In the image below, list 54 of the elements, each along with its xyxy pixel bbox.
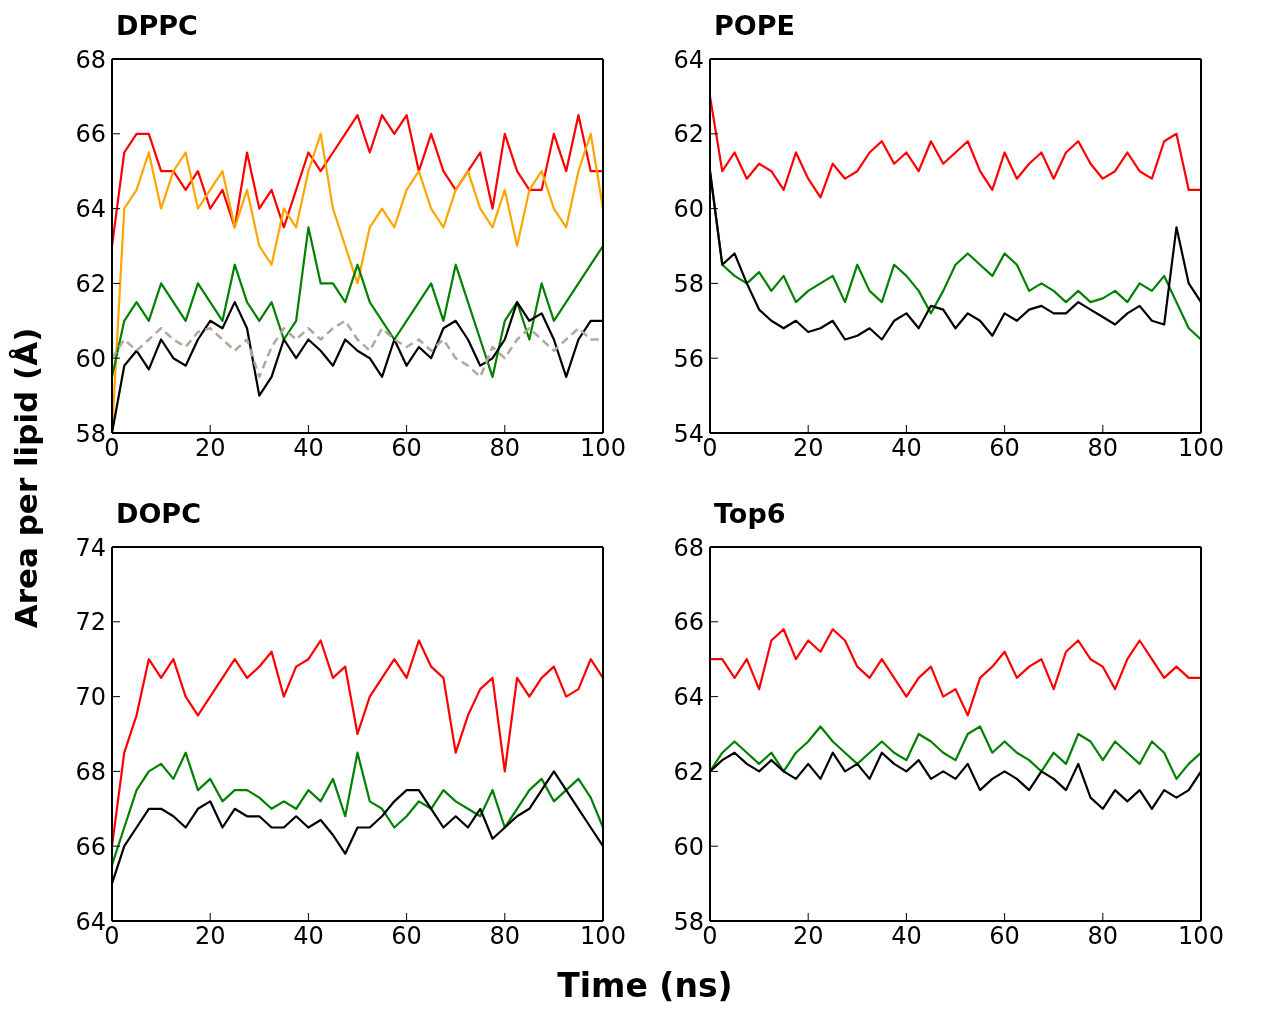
y-tick-label: 58 (673, 907, 704, 936)
y-tick-label: 56 (673, 344, 704, 373)
y-tick-label: 68 (75, 45, 106, 74)
x-tick-label: 40 (891, 434, 922, 463)
y-tick-label: 66 (75, 120, 106, 149)
y-tick-label: 64 (673, 683, 704, 712)
x-tick-label: 20 (194, 922, 226, 951)
x-tick-label: 20 (792, 434, 824, 463)
x-tick-label: 100 (1178, 922, 1224, 951)
y-tick-label: 68 (75, 757, 106, 786)
x-tick-label: 0 (104, 922, 120, 951)
chart-title: DPPC (116, 10, 198, 41)
x-tick-label: 100 (1178, 434, 1224, 463)
y-tick-label: 66 (75, 832, 106, 861)
chart-title: DOPC (116, 498, 201, 529)
y-tick-label: 64 (673, 45, 704, 74)
y-tick-label: 58 (75, 419, 106, 448)
y-tick-label: 60 (673, 832, 704, 861)
y-tick-label: 60 (673, 195, 704, 224)
x-tick-label: 0 (702, 434, 718, 463)
y-tick-label: 54 (673, 419, 704, 448)
chart-title: POPE (714, 10, 795, 41)
x-tick-label: 80 (489, 434, 521, 463)
y-tick-label: 58 (673, 269, 704, 298)
x-tick-label: 20 (194, 434, 226, 463)
x-tick-label: 80 (1087, 922, 1119, 951)
x-tick-label: 60 (391, 922, 422, 951)
y-tick-label: 64 (75, 907, 106, 936)
x-tick-label: 40 (293, 434, 324, 463)
y-tick-label: 74 (75, 533, 106, 562)
y-tick-label: 64 (75, 195, 106, 224)
x-tick-label: 0 (104, 434, 120, 463)
x-tick-label: 80 (489, 922, 521, 951)
chart-title: Top6 (714, 498, 786, 529)
y-tick-label: 72 (75, 608, 106, 637)
y-tick-label: 70 (75, 683, 106, 712)
x-axis-title: Time (ns) (556, 966, 734, 1005)
y-tick-label: 62 (673, 120, 704, 149)
y-axis-title: Area per lipid (Å) (8, 327, 44, 629)
x-tick-label: 40 (891, 922, 922, 951)
x-tick-label: 80 (1087, 434, 1119, 463)
y-tick-label: 60 (75, 344, 106, 373)
x-tick-label: 60 (391, 434, 422, 463)
x-tick-label: 0 (702, 922, 718, 951)
x-tick-label: 40 (293, 922, 324, 951)
y-tick-label: 66 (673, 608, 704, 637)
y-tick-label: 68 (673, 533, 704, 562)
x-tick-label: 60 (989, 922, 1020, 951)
x-tick-label: 100 (580, 922, 626, 951)
y-tick-label: 62 (75, 269, 106, 298)
x-tick-label: 20 (792, 922, 824, 951)
x-tick-label: 100 (580, 434, 626, 463)
y-tick-label: 62 (673, 757, 704, 786)
x-tick-label: 60 (989, 434, 1020, 463)
